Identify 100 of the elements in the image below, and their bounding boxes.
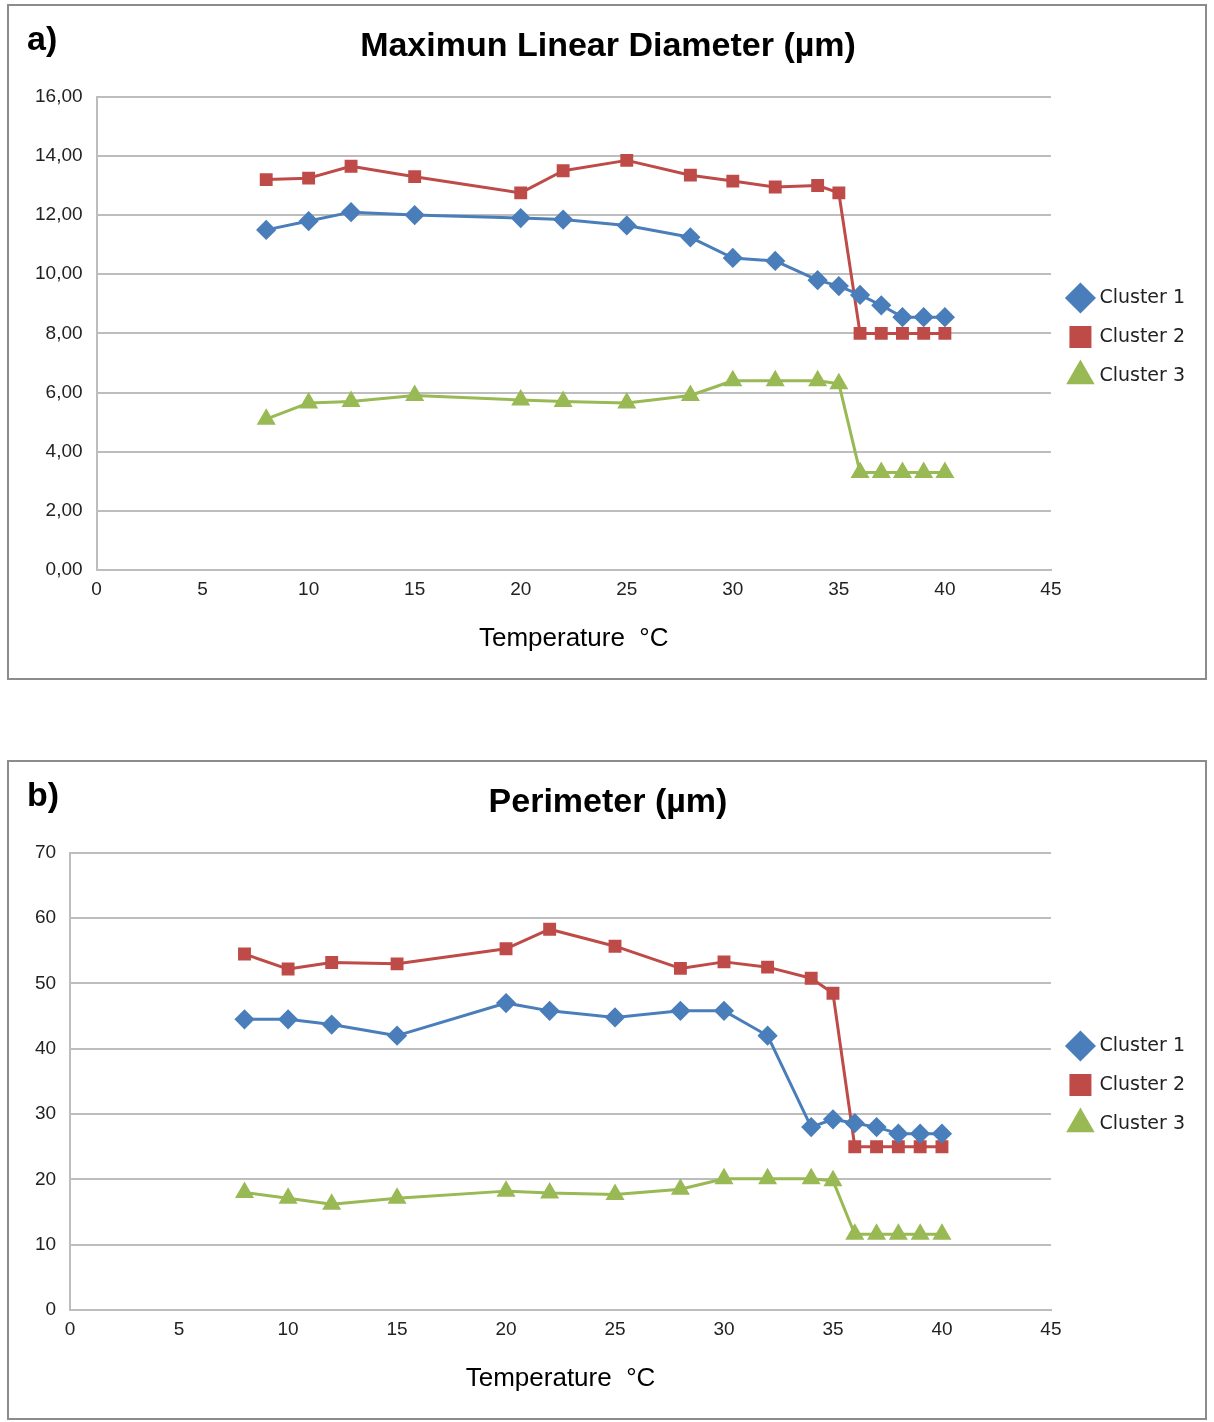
y-tick-label: 50 [34,971,57,993]
point [618,393,636,409]
x-axis-title: Temperature °C [465,1361,656,1392]
point [406,386,424,402]
point [766,371,784,387]
point [870,1140,884,1154]
point [848,1140,862,1154]
point [714,1001,734,1021]
point [512,390,530,406]
x-tick-label: 0 [91,577,102,599]
point [896,326,909,340]
y-tick-label: 6,00 [45,380,83,402]
legend-label: Cluster 2 [1099,323,1186,346]
x-tick-label: 40 [934,577,956,599]
point [390,957,404,971]
point [323,1194,341,1210]
point [867,1117,887,1137]
point [811,179,825,192]
point [541,1183,559,1199]
point [300,393,318,409]
y-tick-label: 30 [34,1102,57,1124]
x-axis-title: Temperature °C [478,621,669,652]
point [726,174,740,188]
point [808,270,828,290]
point [683,168,697,182]
point [322,1015,342,1035]
point [936,462,954,478]
point [933,1224,951,1240]
y-tick-label: 20 [34,1167,57,1189]
x-tick-label: 10 [277,1317,299,1339]
point [917,326,931,340]
legend-label: Cluster 1 [1099,1032,1186,1055]
x-tick-label: 25 [604,1317,626,1339]
point [830,374,848,390]
point [496,993,516,1013]
text: a) [27,19,58,58]
y-tick-label: 16,00 [35,85,83,107]
point [871,295,891,315]
point [511,208,531,228]
point [932,1124,952,1144]
point [935,307,955,327]
x-tick-label: 10 [298,577,320,599]
point [554,391,572,407]
x-tick-label: 40 [931,1317,953,1339]
point [724,371,742,387]
point [768,180,782,194]
point [894,462,911,478]
point [801,1117,821,1137]
point [853,326,867,340]
point [892,307,912,327]
point [804,971,818,985]
y-tick-label: 0,00 [45,558,83,580]
point [257,409,275,425]
x-tick-label: 25 [616,577,638,599]
x-tick-label: 20 [510,577,532,599]
point [824,1171,842,1187]
x-tick-label: 30 [713,1317,735,1339]
point [832,186,846,200]
point [341,202,361,222]
point [874,326,888,340]
point [514,186,528,200]
point [826,986,840,1000]
point [889,1224,907,1240]
point [913,1140,927,1154]
point [620,153,634,167]
point [935,1140,949,1154]
x-tick-label: 15 [404,577,426,599]
point [281,962,295,976]
point [325,956,339,969]
point [342,391,360,407]
point [910,1124,930,1144]
point [238,947,251,961]
y-tick-label: 4,00 [45,439,83,461]
point [553,210,573,230]
point [802,1169,820,1185]
y-tick-label: 40 [34,1036,57,1058]
point [256,220,276,240]
y-tick-label: 0 [45,1298,57,1320]
point [914,307,934,327]
legend-label: Cluster 3 [1099,1110,1186,1133]
point [829,276,849,296]
point [278,1009,298,1029]
x-tick-label: 45 [1040,577,1062,599]
point [759,1169,777,1185]
point [605,1007,625,1027]
y-tick-label: 70 [34,841,57,863]
point [915,462,933,478]
y-tick-label: 60 [34,906,57,928]
point [888,1124,908,1144]
point [845,1113,865,1133]
point [891,1140,905,1154]
point [606,1184,624,1200]
point [850,285,870,305]
point [715,1169,733,1185]
point [851,462,869,478]
point [809,371,827,387]
point [717,955,731,969]
x-tick-label: 45 [1040,1317,1062,1339]
point [671,1179,689,1195]
point [236,1182,253,1198]
